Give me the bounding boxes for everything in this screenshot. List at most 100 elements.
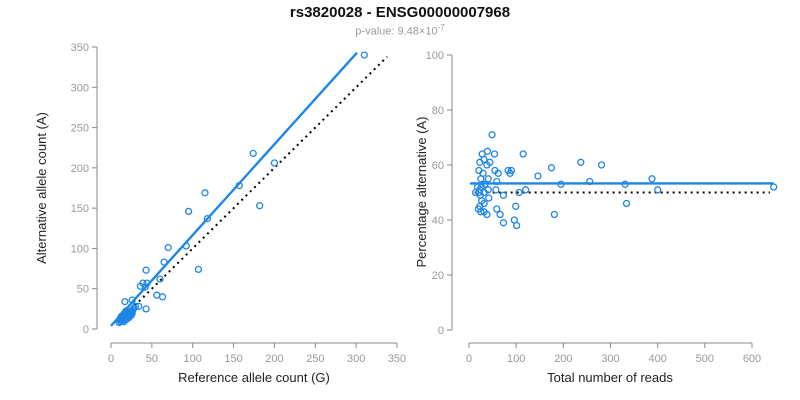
x-tick-label: 200 [554,353,572,365]
data-point [476,191,484,199]
data-point [142,305,150,313]
data-point [483,210,491,219]
data-point [128,296,136,304]
identity-line [116,55,388,324]
x-tick-label: 150 [224,353,242,365]
data-point [194,265,203,274]
data-point [480,155,488,164]
data-point [547,164,556,172]
data-point [499,191,508,199]
data-point [484,186,492,194]
x-tick-label: 300 [347,353,365,365]
data-point [480,199,488,208]
data-point [128,309,136,317]
data-point [519,150,527,158]
data-point [121,297,129,306]
pvalue-exponent: -7 [437,23,445,32]
data-point [512,221,521,230]
data-point [515,188,523,197]
x-axis-label: Reference allele count (G) [178,370,330,385]
data-point [477,175,485,183]
data-point [256,202,264,210]
data-point [493,205,501,213]
data-point [577,158,585,166]
x-tick-label: 0 [108,353,114,365]
data-point [182,242,190,250]
y-tick-label: 150 [71,203,89,215]
data-point [492,186,500,194]
data-point [506,169,514,177]
x-tick-label: 50 [146,353,158,365]
data-point [143,279,151,287]
data-point [141,283,149,291]
data-point [485,194,493,202]
data-point [201,189,209,197]
data-point [486,158,494,166]
x-tick-label: 250 [306,353,324,365]
data-point [164,243,172,252]
data-point [184,207,193,216]
data-point [621,180,629,188]
y-tick-label: 20 [432,270,444,282]
data-point [586,177,594,186]
data-point [521,186,530,194]
y-axis-label: Alternative allele count (A) [34,112,49,264]
data-point [512,202,520,210]
y-tick-label: 100 [71,243,89,255]
data-point [130,304,138,312]
data-point [158,293,167,301]
x-tick-label: 600 [743,353,761,365]
y-tick-label: 0 [83,324,89,336]
data-point [203,214,212,223]
x-tick-label: 400 [648,353,666,365]
y-tick-label: 350 [71,42,89,54]
y-tick-label: 250 [71,123,89,135]
data-point [648,175,656,183]
data-point [557,180,565,188]
data-point [499,219,508,227]
data-point [131,302,140,311]
regression-line [110,51,358,327]
data-point [142,266,150,274]
data-point [473,183,482,191]
x-axis-label: Total number of reads [547,370,673,385]
data-point [493,177,501,186]
data-point [654,186,662,194]
y-tick-label: 40 [432,215,444,227]
data-point [160,258,168,266]
data-point [550,210,559,219]
data-point [494,169,502,177]
data-point [156,275,164,283]
data-point [597,161,606,169]
data-point [477,183,485,191]
y-tick-label: 100 [426,50,444,62]
data-point [490,150,499,158]
y-tick-label: 200 [71,163,89,175]
data-point [622,199,631,208]
x-tick-label: 350 [388,353,406,365]
y-tick-label: 50 [77,284,89,296]
x-tick-label: 200 [265,353,283,365]
x-tick-label: 300 [601,353,619,365]
data-point [770,183,778,191]
y-tick-label: 60 [432,160,444,172]
figure-title: rs3820028 - ENSG00000007968 [289,4,511,21]
y-tick-label: 0 [438,325,444,337]
data-point [477,208,485,216]
data-point [270,159,279,167]
data-point [484,175,492,183]
pvalue-text: p-value: 9.48×10 [355,25,438,38]
data-point [235,181,243,190]
x-tick-label: 0 [466,353,472,365]
x-tick-label: 100 [507,353,525,365]
data-point [249,149,257,158]
y-axis-label: Percentage alternative (A) [414,116,429,267]
data-point [496,210,504,219]
y-tick-label: 300 [71,82,89,94]
data-point [483,147,492,155]
data-point [136,282,145,290]
figure-subtitle: p-value: 9.48×10-7 [0,23,800,38]
data-point [534,172,542,180]
